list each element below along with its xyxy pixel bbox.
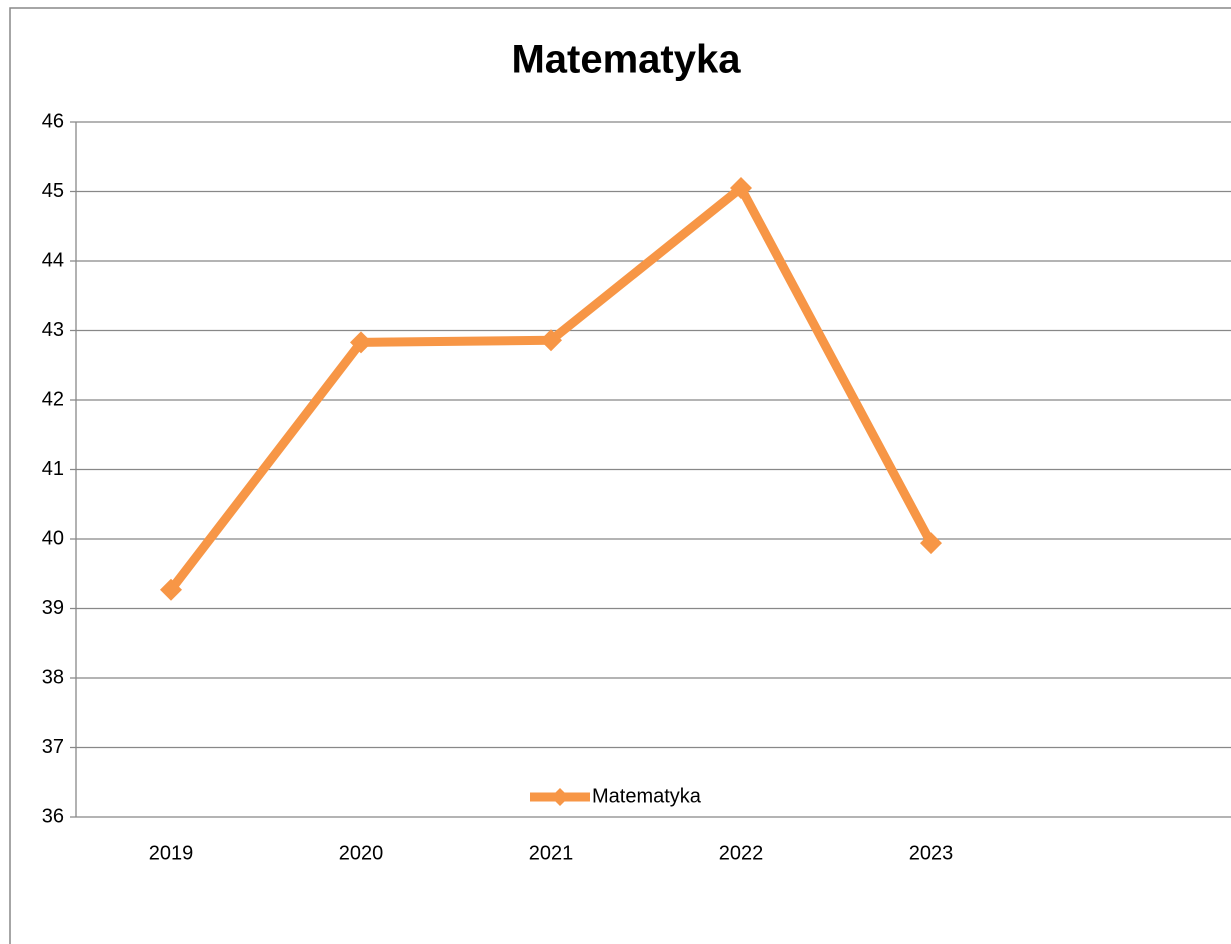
x-tick-label: 2022: [719, 842, 764, 864]
x-tick-label: 2021: [529, 842, 574, 864]
legend-marker: [551, 788, 569, 806]
y-tick-label: 36: [42, 805, 64, 827]
y-tick-label: 38: [42, 666, 64, 688]
chart-title: Matematyka: [511, 38, 741, 82]
y-tick-label: 37: [42, 736, 64, 758]
y-tick-label: 42: [42, 388, 64, 410]
y-tick-label: 43: [42, 319, 64, 341]
data-point: [540, 329, 562, 352]
legend-label: Matematyka: [592, 785, 702, 807]
y-tick-label: 45: [42, 180, 64, 202]
y-tick-label: 46: [42, 110, 64, 132]
y-tick-label: 44: [42, 249, 64, 271]
data-point: [350, 331, 372, 354]
x-tick-label: 2023: [909, 842, 954, 864]
x-tick-label: 2019: [149, 842, 194, 864]
y-tick-label: 40: [42, 527, 64, 549]
data-point: [160, 578, 182, 601]
y-tick-label: 41: [42, 458, 64, 480]
data-point: [920, 532, 942, 555]
x-tick-label: 2020: [339, 842, 384, 864]
y-tick-label: 39: [42, 597, 64, 619]
chart-frame: [9, 7, 1231, 944]
data-point: [730, 177, 752, 200]
